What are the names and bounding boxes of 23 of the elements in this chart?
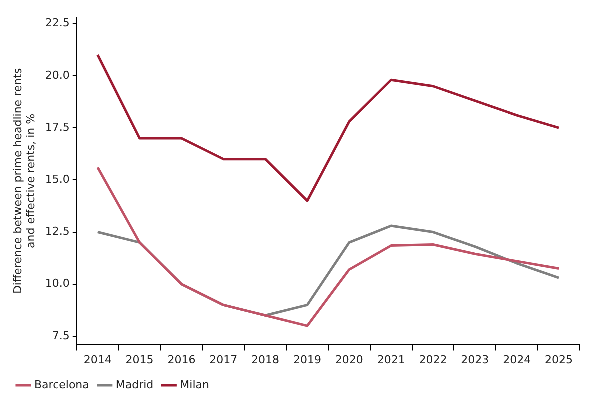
x-tick-label: 2015 bbox=[126, 353, 154, 366]
legend-label: Milan bbox=[180, 378, 210, 392]
y-axis-title: Difference between prime headline rents and effective rents, in % bbox=[11, 68, 38, 294]
x-tick-label: 2014 bbox=[84, 353, 112, 366]
y-tick-label: 15.0 bbox=[45, 173, 70, 186]
y-tick-label: 10.0 bbox=[45, 277, 70, 290]
x-tick-label: 2025 bbox=[545, 353, 574, 366]
y-tick-label: 12.5 bbox=[45, 225, 70, 238]
y-tick-label: 20.0 bbox=[45, 68, 70, 82]
x-tick-label: 2024 bbox=[503, 353, 532, 366]
y-tick-label: 22.5 bbox=[45, 16, 70, 30]
x-tick-label: 2022 bbox=[419, 353, 448, 366]
y-tick-label: 7.5 bbox=[52, 329, 70, 342]
legend-label: Barcelona bbox=[34, 378, 90, 392]
x-tick-label: 2021 bbox=[377, 353, 406, 366]
x-tick-label: 2023 bbox=[461, 353, 490, 366]
x-tick-label: 2017 bbox=[210, 353, 238, 366]
y-tick-label: 17.5 bbox=[45, 120, 70, 134]
x-tick-label: 2018 bbox=[252, 353, 280, 366]
legend-label: Madrid bbox=[116, 378, 154, 392]
x-tick-label: 2020 bbox=[335, 353, 364, 366]
x-tick-label: 2019 bbox=[293, 353, 322, 366]
x-tick-label: 2016 bbox=[168, 353, 196, 366]
